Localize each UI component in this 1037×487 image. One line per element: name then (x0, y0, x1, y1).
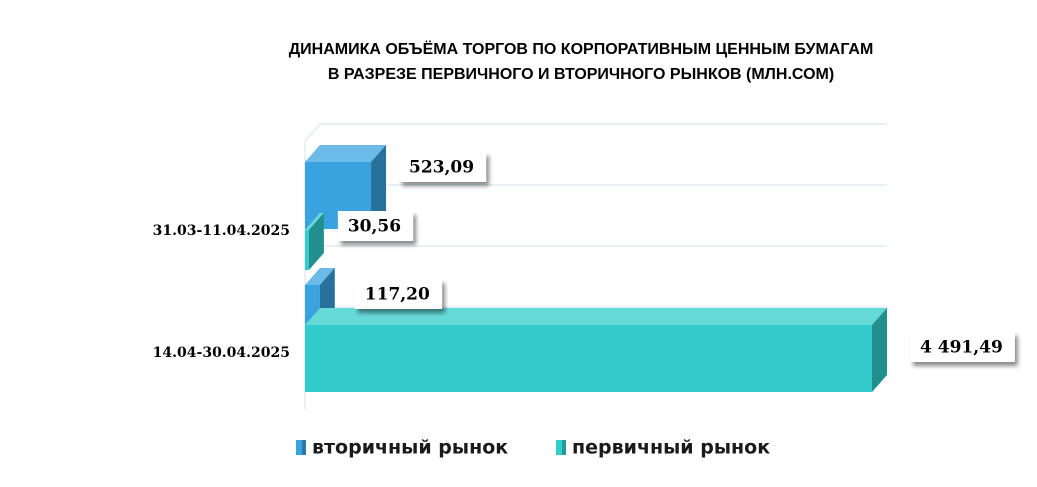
value-label-box (354, 279, 443, 309)
value-label-box (910, 332, 1015, 362)
chart-title: В РАЗРЕЗЕ ПЕРВИЧНОГО И ВТОРИЧНОГО РЫНКОВ… (328, 66, 834, 83)
labels: 523,09 117,20 30,56 4 491,49 (337, 152, 1015, 362)
value-label: 4 491,49 (920, 338, 1003, 358)
bars (305, 145, 887, 392)
legend-label: первичный рынок (572, 437, 770, 459)
legend-swatch-shade (562, 440, 566, 455)
bar-top-shade (305, 145, 387, 162)
value-label: 30,56 (348, 217, 401, 237)
legend-swatch-shade (302, 440, 306, 455)
bar (305, 213, 324, 270)
value-label-box (399, 152, 487, 182)
bar-top-shade (305, 308, 887, 325)
bar-top (305, 268, 335, 285)
y-tick-label: 14.04-30.04.2025 (153, 345, 290, 361)
y-tick-label: 31.03-11.04.2025 (153, 223, 290, 239)
legend-label: вторичный рынок (312, 437, 508, 459)
chart-title: ДИНАМИКА ОБЪЁМА ТОРГОВ ПО КОРПОРАТИВНЫМ … (289, 40, 874, 58)
bar-side-shade (872, 308, 887, 392)
value-label-box (337, 211, 414, 241)
bar-top (305, 308, 887, 325)
bar-top (305, 145, 387, 162)
legend-swatch (556, 440, 566, 455)
legend: вторичный рынок первичный рынок (296, 437, 770, 459)
bar-side-shade (308, 213, 324, 270)
value-label: 523,09 (409, 158, 474, 178)
bar-top-shade (305, 213, 324, 230)
bar-front (305, 325, 872, 392)
value-label: 117,20 (365, 285, 430, 305)
bar-top (305, 213, 324, 230)
bar (305, 308, 887, 392)
legend-swatch (296, 440, 306, 455)
bar-side-shade (371, 145, 387, 229)
bar-side (371, 145, 387, 229)
bar-front (305, 230, 309, 270)
bar-side (872, 308, 887, 392)
bar-side (308, 213, 324, 270)
bar-top-shade (305, 268, 335, 285)
